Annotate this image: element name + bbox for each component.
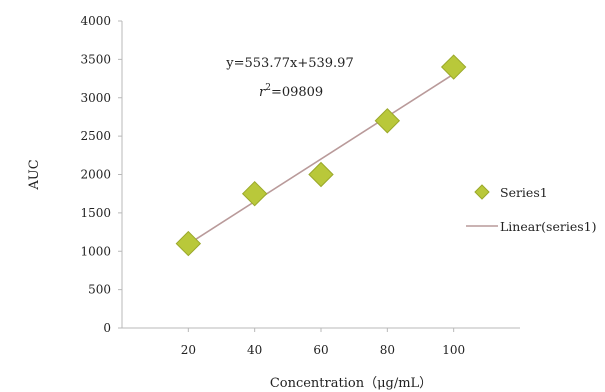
x-axis-label: Concentration（μg/mL）	[270, 376, 432, 391]
y-axis-label: AUC	[27, 159, 42, 190]
y-tick-label: 2000	[80, 168, 111, 182]
y-tick-label: 1000	[80, 244, 111, 258]
y-tick-label: 2500	[80, 129, 111, 143]
y-tick-label: 3500	[80, 52, 111, 66]
y-tick-label: 500	[88, 283, 111, 297]
trendline-equation: y=553.77x+539.97	[225, 56, 353, 71]
r-squared-annotation: r2=09809	[259, 83, 323, 100]
x-tick-label: 60	[313, 343, 328, 357]
legend: Series1 Linear(series1)	[466, 185, 596, 234]
y-tick-label: 4000	[80, 14, 111, 28]
x-tick-labels: 20 40 60 80 100	[181, 328, 465, 357]
y-tick-label: 0	[103, 321, 111, 335]
y-tick-label: 3000	[80, 91, 111, 105]
x-tick-label: 100	[442, 343, 465, 357]
y-tick-labels: 0 500 1000 1500 2000 2500 3000 3500 4000	[80, 14, 122, 335]
legend-marker-series1	[475, 185, 489, 199]
data-point	[309, 163, 333, 187]
x-tick-label: 80	[380, 343, 395, 357]
legend-label-series1: Series1	[500, 185, 548, 200]
x-tick-label: 40	[247, 343, 262, 357]
x-tick-label: 20	[181, 343, 196, 357]
data-point	[375, 109, 399, 133]
r-squared-value: =09809	[271, 85, 323, 100]
legend-label-linear: Linear(series1)	[500, 219, 596, 234]
data-point	[176, 232, 200, 256]
data-point	[243, 182, 267, 206]
data-point	[442, 55, 466, 79]
y-tick-label: 1500	[80, 206, 111, 220]
